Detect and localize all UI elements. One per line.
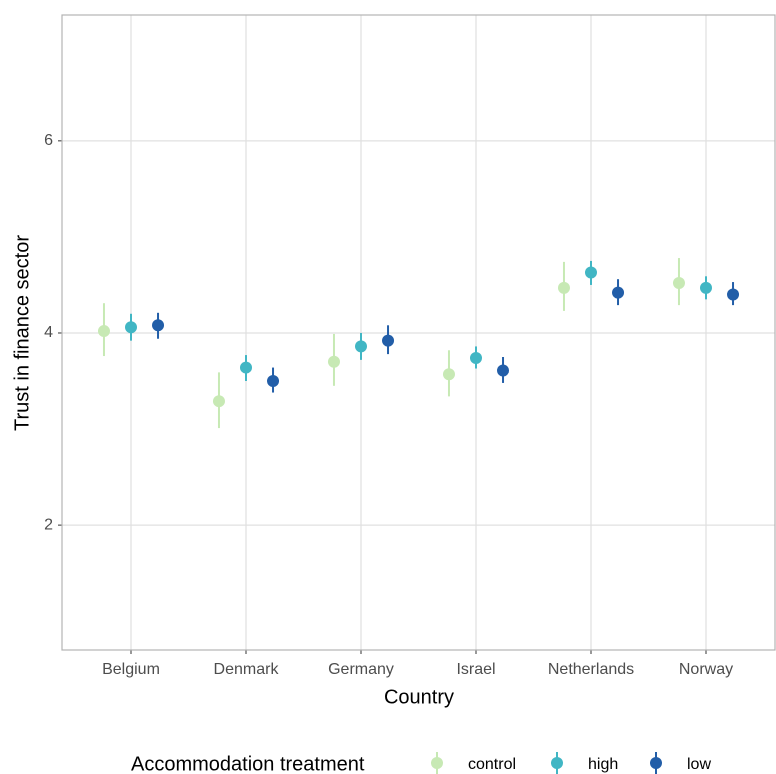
point: [557, 281, 570, 294]
y-tick-label: 6: [44, 132, 53, 149]
point: [125, 321, 137, 334]
point: [327, 355, 340, 368]
legend-key: [431, 757, 443, 769]
point: [672, 277, 685, 290]
point: [240, 361, 252, 374]
point: [97, 325, 110, 338]
point: [612, 286, 625, 299]
legend-key: [650, 757, 662, 769]
point: [727, 288, 740, 301]
legend-key: [551, 757, 563, 769]
legend-label: control: [468, 756, 516, 773]
point: [152, 319, 165, 332]
point: [585, 266, 597, 279]
legend-label: high: [588, 756, 618, 773]
x-tick-label: Norway: [679, 661, 733, 678]
x-tick-label: Denmark: [214, 661, 280, 678]
point: [442, 368, 455, 381]
x-axis-title: Country: [384, 686, 454, 708]
point: [700, 281, 712, 294]
y-tick-label: 4: [44, 324, 53, 341]
y-axis-title: Trust in finance sector: [11, 235, 33, 431]
legend-title: Accommodation treatment: [131, 753, 365, 774]
x-tick-label: Belgium: [102, 661, 160, 678]
y-tick-label: 2: [44, 516, 53, 533]
point: [267, 375, 280, 388]
point: [497, 364, 510, 377]
point: [470, 351, 482, 364]
point: [382, 334, 395, 347]
x-tick-label: Israel: [456, 661, 495, 678]
x-tick-label: Netherlands: [548, 661, 634, 678]
point: [212, 395, 225, 408]
panel-border: [61, 14, 776, 651]
point: [355, 340, 367, 353]
legend-label: low: [687, 756, 711, 773]
x-tick-label: Germany: [328, 661, 394, 678]
